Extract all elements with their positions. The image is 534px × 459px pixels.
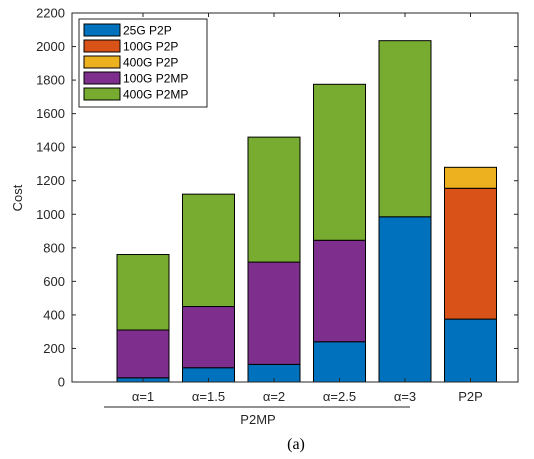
bar-4-series-5 — [313, 83, 366, 241]
x-tick-label: α=1 — [132, 389, 154, 404]
y-tick-label: 2000 — [36, 39, 65, 54]
x-tick-label: α=2 — [263, 389, 285, 404]
group-label: P2MP — [240, 412, 275, 427]
bar-6-series-1 — [444, 318, 497, 383]
legend: 25G P2P 100G P2P 400G P2P 100G P2MP 400G P2M… — [78, 18, 208, 108]
x-tick-label: α=3 — [394, 389, 416, 404]
y-tick-label: 2200 — [36, 6, 65, 21]
legend-label: 25G P2P — [123, 24, 172, 38]
bar-3-series-5 — [247, 136, 301, 263]
legend-label: 400G P2MP — [123, 88, 188, 102]
bar-1-series-5 — [116, 254, 170, 331]
y-tick-label: 600 — [43, 274, 65, 289]
legend-swatch — [83, 39, 121, 53]
y-tick-label: 1600 — [36, 106, 65, 121]
bar-6-series-2 — [444, 187, 497, 320]
legend-swatch — [83, 55, 121, 69]
x-tick-label: α=1.5 — [192, 389, 225, 404]
y-tick-label: 1200 — [36, 173, 65, 188]
y-tick-label: 1400 — [36, 140, 65, 155]
legend-label: 100G P2MP — [123, 72, 188, 86]
y-tick-label: 1800 — [36, 73, 65, 88]
legend-label: 100G P2P — [123, 40, 178, 54]
bar-3-series-4 — [247, 261, 301, 365]
bar-1-series-4 — [116, 329, 170, 379]
bar-4-series-1 — [313, 341, 366, 383]
bar-5-series-5 — [378, 40, 432, 218]
plot-area-frame — [71, 12, 519, 383]
x-axis: α=1 α=1.5 α=2 α=2.5 α=3 P2P — [132, 13, 483, 404]
legend-swatch — [83, 23, 121, 37]
bar-5-series-1 — [378, 216, 432, 383]
legend-swatch — [83, 87, 121, 101]
y-axis: 0 200 400 600 800 1000 1200 1400 1600 1800 2000 220… — [36, 6, 518, 390]
y-tick-label: 400 — [43, 307, 65, 322]
bars-layer — [116, 40, 497, 383]
y-axis-label: Cost — [10, 184, 25, 211]
x-tick-label: P2P — [458, 389, 483, 404]
bar-2-series-4 — [182, 306, 235, 369]
bar-4-series-4 — [313, 239, 366, 343]
y-tick-label: 1000 — [36, 207, 65, 222]
y-tick-label: 0 — [58, 375, 65, 390]
figure-caption: (a) — [287, 436, 305, 453]
legend-label: 400G P2P — [123, 56, 178, 70]
legend-swatch — [83, 71, 121, 85]
x-tick-label: α=2.5 — [323, 389, 356, 404]
bar-6-series-3 — [444, 166, 497, 189]
y-tick-label: 200 — [43, 341, 65, 356]
y-tick-label: 800 — [43, 240, 65, 255]
bar-2-series-5 — [182, 193, 235, 308]
